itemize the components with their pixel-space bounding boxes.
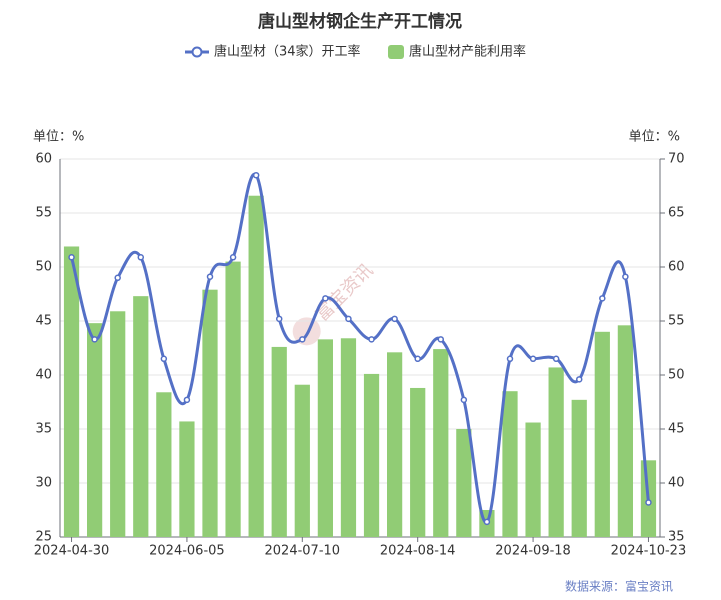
- line: [70, 172, 650, 524]
- line-point: [322, 295, 329, 302]
- bar: [248, 195, 264, 537]
- bar: [617, 325, 633, 537]
- line-point: [529, 355, 537, 363]
- legend-swatch: [388, 45, 404, 59]
- y-unit: 单位：%: [33, 130, 84, 145]
- bar: [225, 261, 241, 537]
- line-point: [160, 355, 168, 363]
- y2-tick-label: 40: [668, 476, 685, 491]
- source: 数据来源：富宝资讯: [565, 579, 673, 594]
- y-tick-label: 30: [35, 476, 52, 491]
- y2-tick-label: 50: [668, 368, 685, 383]
- y2-tick-label: 60: [668, 260, 685, 275]
- y2-tick-label: 70: [668, 152, 685, 167]
- y-tick-label: 55: [35, 206, 52, 221]
- y-tick-label: 60: [35, 152, 52, 167]
- chart-title: 唐山型材钢企生产开工情况: [258, 11, 462, 32]
- bar: [525, 422, 541, 537]
- bar: [133, 296, 149, 537]
- y2-tick-label: 65: [668, 206, 685, 221]
- line-point: [460, 396, 468, 404]
- line-point: [414, 355, 421, 363]
- line-point: [368, 336, 375, 343]
- bar: [594, 331, 610, 537]
- bar: [387, 352, 403, 537]
- x-tick-label: 2024-07-10: [265, 544, 341, 559]
- line-point: [575, 376, 583, 383]
- legend-label: 唐山型材产能利用率: [409, 44, 526, 60]
- y-tick-label: 35: [35, 422, 52, 437]
- line-point: [599, 295, 606, 302]
- line-point: [183, 396, 191, 404]
- line-point: [229, 254, 237, 261]
- bar: [456, 429, 472, 537]
- line-point: [275, 315, 283, 323]
- line-point: [552, 355, 560, 363]
- line-point: [114, 274, 121, 282]
- bar: [110, 311, 126, 537]
- bar: [63, 246, 80, 538]
- legend-marker: [191, 46, 203, 58]
- bar: [156, 392, 172, 537]
- x-tick-label: 2024-04-30: [34, 544, 110, 559]
- line-point: [299, 336, 306, 343]
- bar: [179, 421, 195, 537]
- bar: [571, 399, 587, 537]
- bar: [433, 349, 449, 537]
- bar: [410, 387, 426, 537]
- bar: [317, 339, 333, 537]
- bar: [202, 289, 218, 537]
- line-point: [437, 336, 445, 343]
- line-point: [206, 273, 214, 280]
- legend-label: 唐山型材（34家）开工率: [214, 44, 361, 60]
- x-tick-label: 2024-10-23: [611, 544, 687, 559]
- bar: [340, 338, 357, 537]
- bar: [363, 373, 380, 537]
- x-tick-label: 2024-06-05: [149, 544, 225, 559]
- line-point: [645, 499, 652, 506]
- line-point: [91, 336, 98, 343]
- y2-tick-label: 35: [668, 530, 685, 545]
- line-point: [68, 254, 75, 261]
- y2-unit: 单位：%: [629, 130, 680, 145]
- line-point: [252, 171, 260, 179]
- line-point: [506, 355, 514, 363]
- bar: [502, 391, 518, 537]
- bar: [87, 323, 103, 537]
- y-tick-label: 25: [35, 530, 52, 545]
- bar: [294, 384, 310, 537]
- line-point: [137, 254, 145, 261]
- line-point: [391, 315, 398, 323]
- x-tick-label: 2024-08-14: [380, 544, 456, 559]
- bar: [271, 346, 287, 537]
- grid-group: [60, 158, 660, 538]
- y2-tick-label: 55: [668, 314, 685, 329]
- y-tick-label: 50: [35, 260, 52, 275]
- line-point: [345, 315, 352, 323]
- line-point: [622, 273, 629, 280]
- y-tick-label: 40: [35, 368, 52, 383]
- y2-tick-label: 45: [668, 422, 685, 437]
- y-tick-label: 45: [35, 314, 52, 329]
- x-tick-label: 2024-09-18: [495, 544, 571, 559]
- line-point: [483, 518, 491, 526]
- bar: [548, 367, 564, 537]
